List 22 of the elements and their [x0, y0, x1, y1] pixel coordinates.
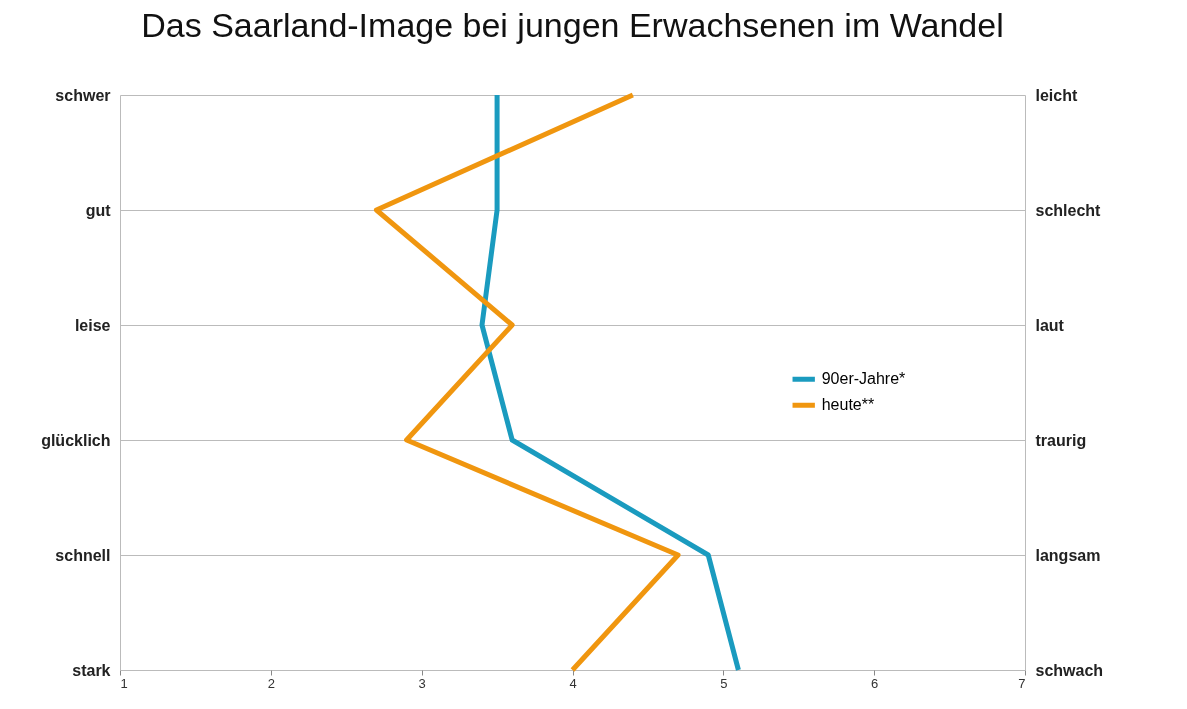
legend-label: 90er-Jahre* — [821, 370, 906, 388]
x-tick-label: 1 — [120, 675, 128, 691]
x-tick-label: 4 — [569, 675, 577, 691]
x-tick-label: 3 — [418, 675, 426, 691]
x-tick-label: 2 — [267, 675, 275, 691]
legend-label: heute** — [821, 396, 875, 414]
y2-tick-label: schwach — [1035, 661, 1104, 679]
chart-title: Das Saarland-Image bei jungen Erwachsenen im Wandel — [141, 6, 1004, 44]
y-tick-label: schnell — [55, 546, 111, 564]
y-tick-label: stark — [72, 661, 111, 679]
y2-tick-label: laut — [1035, 316, 1065, 334]
y2-tick-label: leicht — [1035, 86, 1078, 104]
y-tick-label: glücklich — [41, 431, 111, 449]
y2-tick-label: traurig — [1035, 431, 1087, 449]
y-tick-label: schwer — [55, 86, 111, 104]
y-tick-label: gut — [85, 201, 112, 219]
x-tick-label: 5 — [720, 675, 728, 691]
y2-tick-label: schlecht — [1035, 201, 1102, 219]
x-tick-label: 6 — [871, 675, 879, 691]
y2-tick-label: langsam — [1035, 546, 1101, 564]
x-tick-label: 7 — [1018, 675, 1026, 691]
y-tick-label: leise — [74, 316, 111, 334]
